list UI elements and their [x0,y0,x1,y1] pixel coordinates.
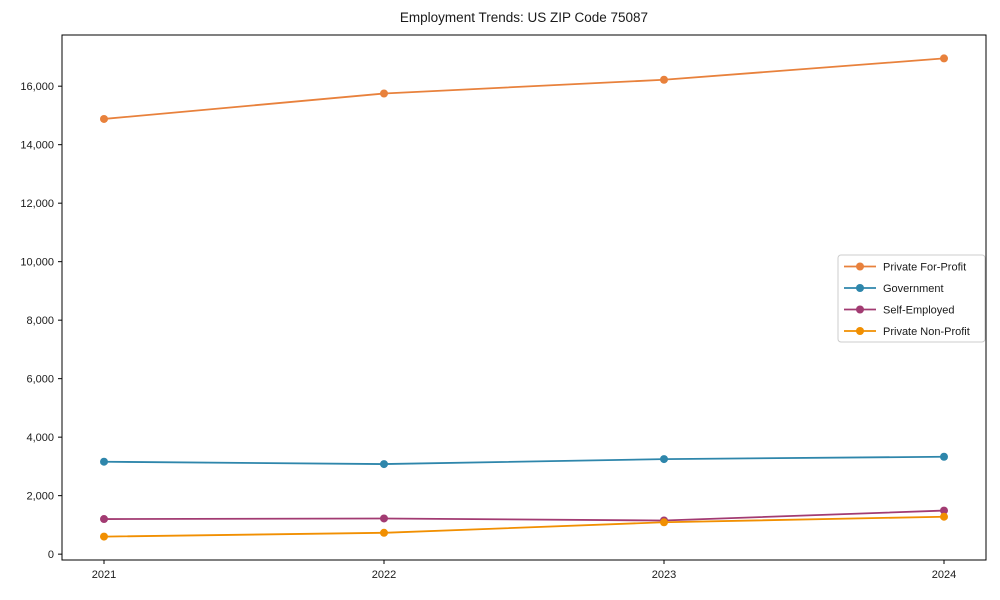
legend-sample-marker [856,284,864,292]
data-point-government [380,460,388,469]
y-axis-tick-label: 10,000 [20,256,54,268]
legend-box [837,254,986,343]
legend-label: Private Non-Profit [883,326,970,338]
data-point-private-for-profit [660,75,668,84]
plot-area: 0 2,000 4,000 6,000 8,000 10,000 12,000 14,000 1… [20,34,987,581]
y-axis-tick-label: 14,000 [20,139,54,151]
data-point-private-non-profit [100,532,108,541]
data-point-self-employed [940,506,948,515]
series-line-self-employed [103,509,945,522]
y-axis-tick-label: 2,000 [26,490,54,502]
data-point-private-for-profit [100,114,108,123]
series-line-private-for-profit [103,57,945,120]
data-point-self-employed [100,515,108,524]
data-point-private-non-profit [380,528,388,537]
legend-entry-government: Government [844,283,944,295]
data-point-government [940,452,948,461]
x-axis-tick-label: 2021 [92,569,116,581]
legend-entry-private-non-profit: Private Non-Profit [844,326,970,338]
series-line-private-non-profit [103,515,945,538]
y-axis-tick-label: 6,000 [26,373,54,385]
data-point-government [660,455,668,464]
x-axis-tick-label: 2022 [372,569,396,581]
legend-sample-marker [856,327,864,335]
legend-entry-private-for-profit: Private For-Profit [844,261,966,273]
y-axis-tick-label: 0 [48,549,54,561]
legend-label: Government [883,283,944,295]
data-point-self-employed [380,514,388,523]
data-point-private-for-profit [380,89,388,98]
legend: Private For-Profit Government Self-Employe… [837,254,986,343]
legend-sample-marker [856,262,864,271]
x-axis-tick-label: 2024 [932,569,956,581]
series-line-government [103,455,945,465]
data-point-private-non-profit [940,512,948,521]
y-axis-tick-label: 16,000 [20,81,54,93]
y-axis-tick-label: 4,000 [26,432,54,444]
legend-entry-self-employed: Self-Employed [844,304,955,316]
legend-label: Self-Employed [883,304,955,316]
plot-border [61,34,987,561]
data-point-private-for-profit [940,54,948,63]
data-point-government [100,457,108,466]
legend-sample-marker [856,305,864,314]
y-axis-tick-label: 8,000 [26,315,54,327]
y-axis-tick-label: 12,000 [20,198,54,210]
x-axis-tick-label: 2023 [652,569,676,581]
legend-label: Private For-Profit [883,261,966,273]
chart-title: Employment Trends: US ZIP Code 75087 [400,10,648,25]
data-point-private-non-profit [660,518,668,527]
